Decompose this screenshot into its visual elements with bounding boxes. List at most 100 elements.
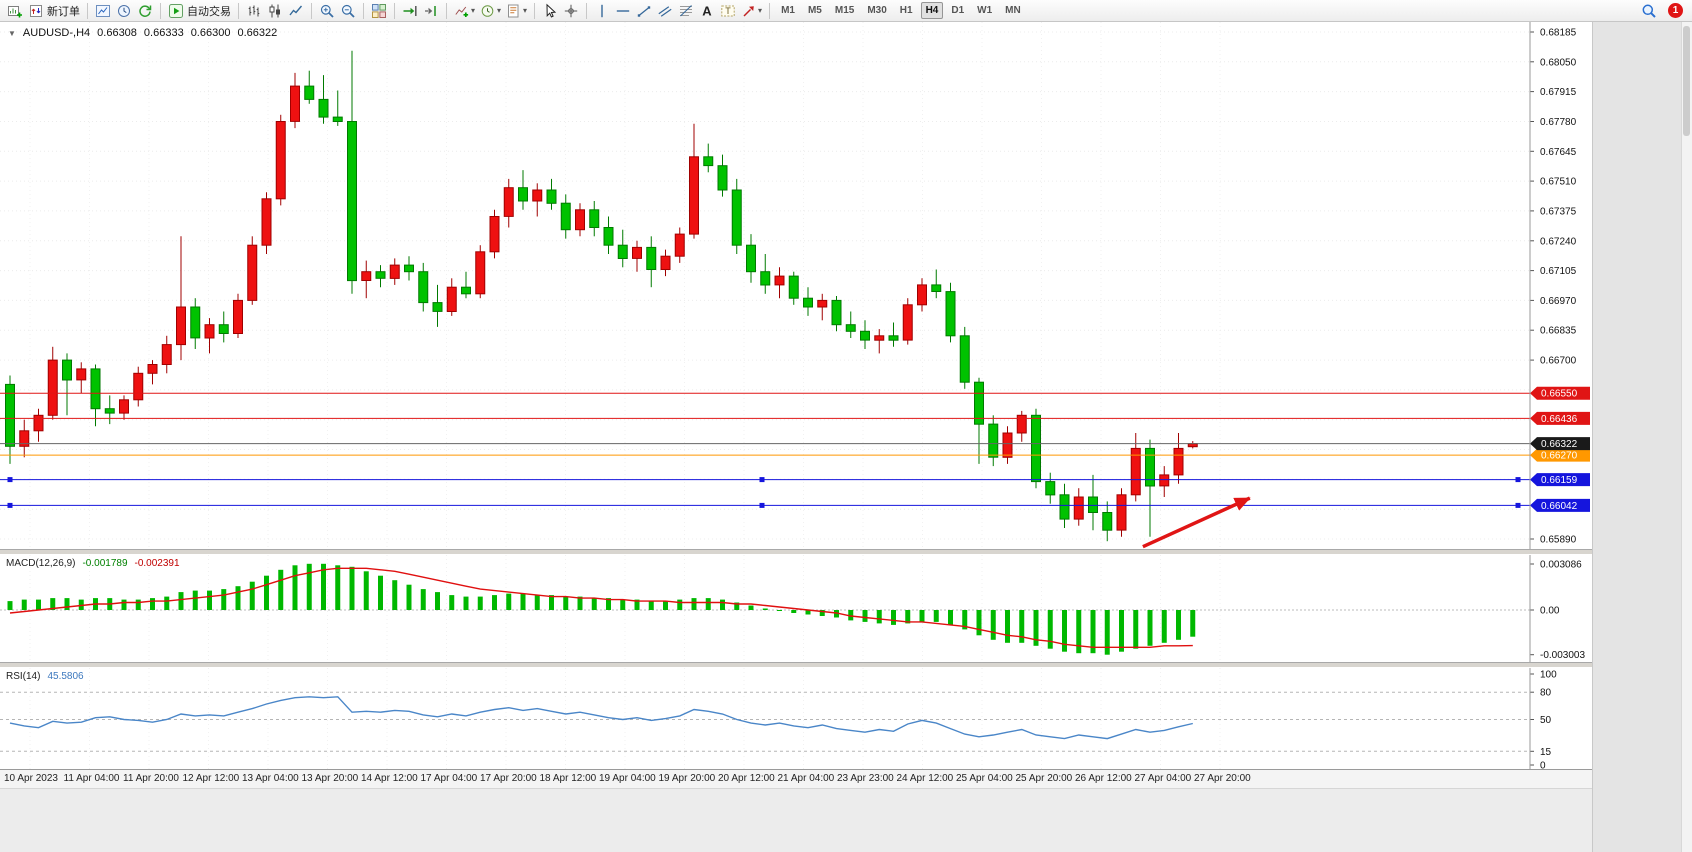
toolbar: 新订单 自动交易 ▾ ▾ ▾ A T ▾ M1 M5 M15 M30 H1 H4 D1 W1 MN 1 [0,0,1692,22]
timeframe-m1[interactable]: M1 [781,5,795,16]
line-chart-mode-button[interactable] [286,1,306,21]
svg-text:0.66550: 0.66550 [1541,389,1578,400]
macd-signal-value: -0.002391 [134,558,180,569]
zoom-in-icon [320,4,334,18]
vertical-line-button[interactable] [592,1,612,21]
timeframe-m15[interactable]: M15 [834,5,855,16]
search-button[interactable] [1639,1,1659,21]
cursor-button[interactable] [540,1,560,21]
toolbar-separator [586,2,588,19]
toolbar-separator [238,2,239,19]
svg-text:100: 100 [1540,670,1557,681]
svg-text:0.67375: 0.67375 [1540,206,1577,217]
bar-chart-mode-button[interactable] [244,1,264,21]
tile-windows-button[interactable] [369,1,389,21]
one-click-trading-toggle-icon[interactable]: ▼ [8,28,16,38]
new-chart-icon [8,5,22,17]
dropdown-arrow-icon: ▾ [497,6,502,15]
toolbar-separator [160,2,161,19]
timeframe-m30[interactable]: M30 [867,5,887,16]
crosshair-button[interactable] [561,1,581,21]
rsi-chart[interactable]: 100 80 50 15 0 [0,668,1592,769]
time-axis-label: 11 Apr 20:00 [123,773,179,784]
vertical-scrollbar[interactable] [1681,22,1692,852]
trendline-button[interactable] [634,1,654,21]
candlestick-mode-button[interactable] [265,1,285,21]
time-axis-label: 20 Apr 12:00 [718,773,775,784]
time-axis-label: 24 Apr 12:00 [896,773,954,784]
svg-text:0.68185: 0.68185 [1540,28,1577,39]
cursor-icon [546,3,557,18]
charts-window-icon [96,4,110,17]
refresh-button[interactable] [135,1,155,21]
svg-text:50: 50 [1540,715,1552,726]
time-axis-label: 10 Apr 2023 [4,773,58,784]
auto-trading-button[interactable]: 自动交易 [166,1,233,21]
time-axis-label: 17 Apr 20:00 [480,773,537,784]
panel-splitter[interactable] [0,662,1592,668]
panel-splitter[interactable] [0,549,1592,555]
svg-text:0.66042: 0.66042 [1541,501,1578,512]
toolbar-separator [446,2,447,19]
auto-scroll-button[interactable] [400,1,420,21]
time-axis[interactable]: 10 Apr 2023 11 Apr 04:00 11 Apr 20:00 12 Ap… [0,769,1592,788]
text-label-button[interactable]: T [718,1,738,21]
svg-text:0.00: 0.00 [1540,606,1560,617]
bottom-filler [0,788,1592,852]
line-chart-mode-icon [289,5,303,15]
macd-title: MACD(12,26,9) [6,558,76,569]
chart-shift-button[interactable] [421,1,441,21]
svg-text:0.003086: 0.003086 [1540,560,1582,571]
svg-text:0.66436: 0.66436 [1541,414,1578,425]
svg-text:A: A [702,3,712,18]
history-center-button[interactable] [114,1,134,21]
notification-badge[interactable]: 1 [1668,3,1683,18]
time-axis-label: 19 Apr 04:00 [599,773,656,784]
rsi-value: 45.5806 [47,671,84,682]
svg-text:0.67645: 0.67645 [1540,147,1577,158]
indicators-button[interactable]: ▾ [452,1,477,21]
svg-text:0.67105: 0.67105 [1540,266,1577,277]
macd-panel: MACD(12,26,9) -0.001789 -0.002391 0.0030… [0,555,1592,662]
fibonacci-button[interactable] [676,1,696,21]
tile-windows-icon [372,3,386,18]
periods-button[interactable]: ▾ [478,1,503,21]
svg-text:0.66159: 0.66159 [1541,475,1578,486]
timeframe-w1[interactable]: W1 [977,5,993,16]
time-axis-label: 12 Apr 12:00 [182,773,240,784]
macd-chart[interactable]: 0.003086 0.00 -0.003003 [0,555,1592,662]
timeframe-mn[interactable]: MN [1005,5,1021,16]
time-axis-label: 27 Apr 20:00 [1194,773,1251,784]
zoom-in-button[interactable] [317,1,337,21]
templates-button[interactable]: ▾ [504,1,529,21]
trend-arrow-annotation[interactable] [1142,496,1251,549]
new-chart-button[interactable] [5,1,25,21]
new-order-button[interactable]: 新订单 [26,1,82,21]
new-order-icon [30,4,42,17]
timeframe-h4[interactable]: H4 [920,2,944,19]
zoom-out-button[interactable] [338,1,358,21]
macd-value: -0.001789 [82,558,128,569]
right-gutter [1592,22,1692,852]
arrows-icon [743,5,754,17]
time-axis-label: 19 Apr 20:00 [658,773,716,784]
history-center-icon [118,4,130,17]
refresh-icon [139,4,152,17]
macd-label: MACD(12,26,9) -0.001789 -0.002391 [6,558,180,569]
horizontal-line-button[interactable] [613,1,633,21]
vertical-scrollbar-thumb[interactable] [1683,26,1690,136]
equidistant-channel-icon [658,5,672,17]
svg-text:0.65890: 0.65890 [1540,535,1577,546]
equidistant-channel-button[interactable] [655,1,675,21]
toolbar-separator [769,2,771,19]
candlestick-chart[interactable]: 0.68185 0.68050 0.67915 0.67780 0.67645 0.675… [0,22,1592,549]
periods-icon [481,4,494,17]
arrows-button[interactable]: ▾ [739,1,764,21]
svg-text:T: T [725,6,731,16]
timeframe-m5[interactable]: M5 [807,5,822,16]
text-button[interactable]: A [697,1,717,21]
time-axis-label: 13 Apr 04:00 [242,773,299,784]
timeframe-d1[interactable]: D1 [951,5,965,16]
timeframe-h1[interactable]: H1 [899,5,913,16]
charts-window-button[interactable] [93,1,113,21]
